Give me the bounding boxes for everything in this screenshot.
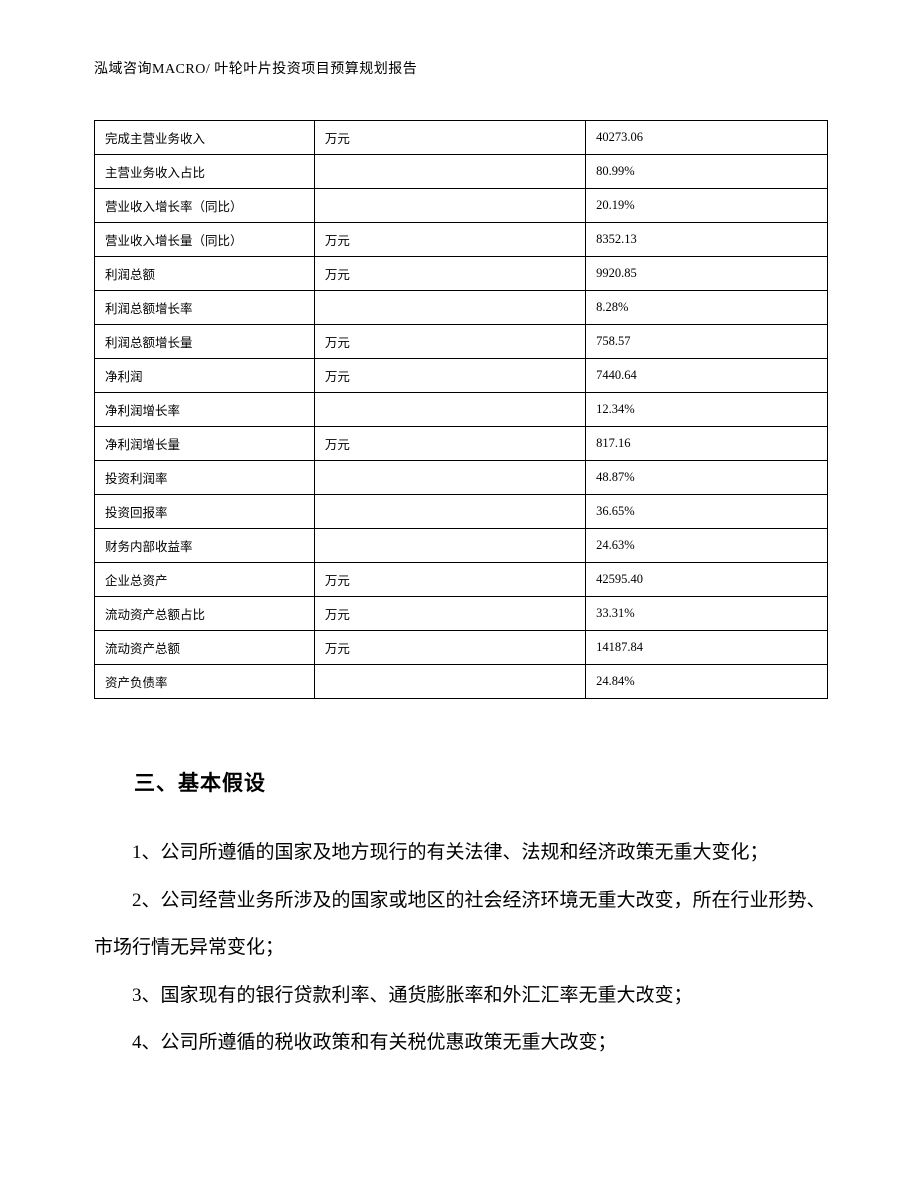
table-cell-unit: 万元 [314, 121, 585, 155]
table-row: 投资利润率 48.87% [95, 461, 828, 495]
section-heading-text: 三、基本假设 [134, 772, 266, 795]
table-cell-value: 8352.13 [586, 223, 828, 257]
table-cell-value: 36.65% [586, 495, 828, 529]
table-body: 完成主营业务收入万元40273.06主营业务收入占比80.99%营业收入增长率（… [95, 121, 828, 699]
table-row: 完成主营业务收入万元40273.06 [95, 121, 828, 155]
body-paragraph: 4、公司所遵循的税收政策和有关税优惠政策无重大改变； [94, 1019, 828, 1067]
table-cell-label: 利润总额 [95, 257, 315, 291]
table-row: 流动资产总额万元14187.84 [95, 631, 828, 665]
table-cell-label: 营业收入增长率（同比） [95, 189, 315, 223]
table-cell-unit: 万元 [314, 631, 585, 665]
table-row: 主营业务收入占比 80.99% [95, 155, 828, 189]
table-cell-value: 42595.40 [586, 563, 828, 597]
table-cell-label: 企业总资产 [95, 563, 315, 597]
table-cell-value: 817.16 [586, 427, 828, 461]
table-cell-label: 主营业务收入占比 [95, 155, 315, 189]
header-text: 泓域咨询MACRO/ 叶轮叶片投资项目预算规划报告 [94, 62, 417, 77]
table-cell-unit [314, 291, 585, 325]
table-cell-value: 24.84% [586, 665, 828, 699]
table-cell-label: 投资利润率 [95, 461, 315, 495]
table-cell-unit [314, 495, 585, 529]
table-cell-unit: 万元 [314, 325, 585, 359]
table-row: 营业收入增长率（同比） 20.19% [95, 189, 828, 223]
body-paragraph: 2、公司经营业务所涉及的国家或地区的社会经济环境无重大改变，所在行业形势、市场行… [94, 877, 828, 972]
table-row: 利润总额增长率 8.28% [95, 291, 828, 325]
table-cell-unit: 万元 [314, 257, 585, 291]
table-cell-unit: 万元 [314, 359, 585, 393]
body-paragraph: 3、国家现有的银行贷款利率、通货膨胀率和外汇汇率无重大改变； [94, 972, 828, 1020]
table-row: 利润总额万元9920.85 [95, 257, 828, 291]
table-cell-value: 8.28% [586, 291, 828, 325]
body-paragraph: 1、公司所遵循的国家及地方现行的有关法律、法规和经济政策无重大变化； [94, 829, 828, 877]
table-cell-value: 33.31% [586, 597, 828, 631]
table-cell-value: 7440.64 [586, 359, 828, 393]
table-cell-label: 投资回报率 [95, 495, 315, 529]
financial-data-table: 完成主营业务收入万元40273.06主营业务收入占比80.99%营业收入增长率（… [94, 120, 828, 699]
table-row: 流动资产总额占比万元33.31% [95, 597, 828, 631]
table-cell-unit [314, 529, 585, 563]
table-cell-value: 48.87% [586, 461, 828, 495]
table-cell-label: 净利润增长量 [95, 427, 315, 461]
page-header: 泓域咨询MACRO/ 叶轮叶片投资项目预算规划报告 [94, 58, 828, 78]
table-cell-label: 净利润增长率 [95, 393, 315, 427]
table-cell-value: 20.19% [586, 189, 828, 223]
table-cell-label: 流动资产总额占比 [95, 597, 315, 631]
table-cell-unit [314, 665, 585, 699]
table-cell-label: 利润总额增长率 [95, 291, 315, 325]
table-cell-label: 利润总额增长量 [95, 325, 315, 359]
table-cell-unit [314, 461, 585, 495]
table-cell-value: 24.63% [586, 529, 828, 563]
table-row: 净利润增长率 12.34% [95, 393, 828, 427]
body-paragraphs: 1、公司所遵循的国家及地方现行的有关法律、法规和经济政策无重大变化；2、公司经营… [94, 829, 828, 1067]
table-cell-value: 40273.06 [586, 121, 828, 155]
table-cell-label: 营业收入增长量（同比） [95, 223, 315, 257]
table-cell-label: 财务内部收益率 [95, 529, 315, 563]
table-row: 投资回报率 36.65% [95, 495, 828, 529]
table-cell-value: 758.57 [586, 325, 828, 359]
table-cell-unit: 万元 [314, 597, 585, 631]
table-cell-label: 资产负债率 [95, 665, 315, 699]
table-cell-label: 完成主营业务收入 [95, 121, 315, 155]
table-cell-unit [314, 393, 585, 427]
table-cell-value: 80.99% [586, 155, 828, 189]
table-row: 企业总资产万元42595.40 [95, 563, 828, 597]
table-cell-value: 9920.85 [586, 257, 828, 291]
table-row: 利润总额增长量万元758.57 [95, 325, 828, 359]
table-cell-unit: 万元 [314, 427, 585, 461]
table-cell-label: 流动资产总额 [95, 631, 315, 665]
table-row: 资产负债率 24.84% [95, 665, 828, 699]
table-cell-unit [314, 155, 585, 189]
table-cell-value: 12.34% [586, 393, 828, 427]
table-cell-value: 14187.84 [586, 631, 828, 665]
table-cell-unit [314, 189, 585, 223]
section-heading: 三、基本假设 [134, 767, 828, 797]
table-row: 财务内部收益率 24.63% [95, 529, 828, 563]
table-cell-unit: 万元 [314, 563, 585, 597]
table-row: 净利润增长量万元817.16 [95, 427, 828, 461]
table-row: 净利润万元7440.64 [95, 359, 828, 393]
table-cell-label: 净利润 [95, 359, 315, 393]
table-row: 营业收入增长量（同比）万元8352.13 [95, 223, 828, 257]
table-cell-unit: 万元 [314, 223, 585, 257]
